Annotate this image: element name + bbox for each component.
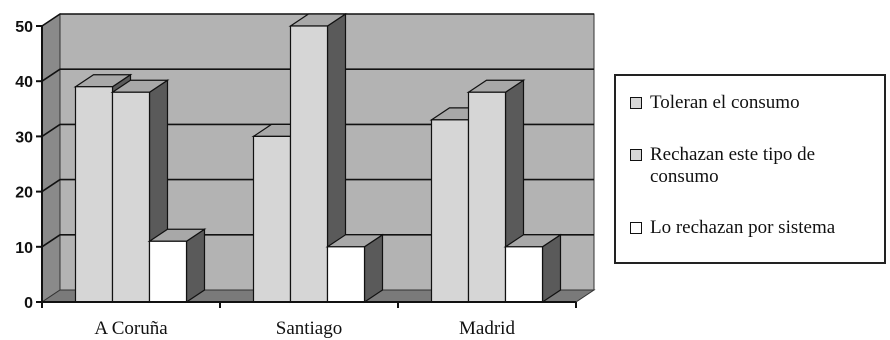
y-tick-label: 20 bbox=[15, 185, 33, 202]
plot-side-wall bbox=[41, 13, 61, 303]
bar-front bbox=[111, 91, 151, 303]
legend-swatch-toleran bbox=[630, 97, 642, 109]
bar bbox=[325, 233, 385, 304]
bar-front bbox=[252, 135, 292, 303]
bar-chart: 0 10 20 30 40 50 A Coruña Santiago Madrid bbox=[15, 12, 596, 339]
bar bbox=[288, 12, 348, 304]
bar-front bbox=[148, 240, 188, 303]
legend: Toleran el consumo Rechazan este tipo de… bbox=[614, 74, 886, 264]
gridline bbox=[41, 123, 594, 138]
y-tick-label: 50 bbox=[15, 19, 33, 36]
bar-front bbox=[467, 91, 507, 303]
gridline bbox=[41, 13, 594, 27]
bar-front bbox=[504, 246, 544, 303]
legend-label-toleran: Toleran el consumo bbox=[650, 92, 800, 113]
y-tick-label: 10 bbox=[15, 240, 33, 257]
axes: 0 10 20 30 40 50 A Coruña Santiago Madrid bbox=[15, 19, 577, 339]
category-label: A Coruña bbox=[94, 318, 168, 339]
bar bbox=[503, 233, 563, 304]
bars bbox=[73, 12, 563, 304]
legend-label-sistema: Lo rechazan por sistema bbox=[650, 217, 836, 238]
gridline bbox=[41, 234, 594, 248]
bar-front bbox=[326, 246, 366, 303]
legend-label-rechazan: Rechazan este tipo de consumo bbox=[650, 144, 816, 187]
legend-swatch-sistema bbox=[630, 222, 642, 234]
y-tick-label: 0 bbox=[24, 295, 33, 312]
legend-swatch-rechazan bbox=[630, 149, 642, 161]
gridline bbox=[41, 68, 594, 82]
category-label: Madrid bbox=[459, 318, 515, 339]
bar-front bbox=[430, 119, 470, 303]
y-tick-label: 40 bbox=[15, 74, 33, 91]
bar bbox=[110, 79, 170, 304]
gridline bbox=[41, 178, 594, 193]
bar-front bbox=[289, 25, 329, 303]
bar bbox=[147, 228, 207, 304]
y-tick-label: 30 bbox=[15, 129, 33, 146]
category-label: Santiago bbox=[276, 318, 343, 339]
bar-front bbox=[74, 86, 114, 303]
